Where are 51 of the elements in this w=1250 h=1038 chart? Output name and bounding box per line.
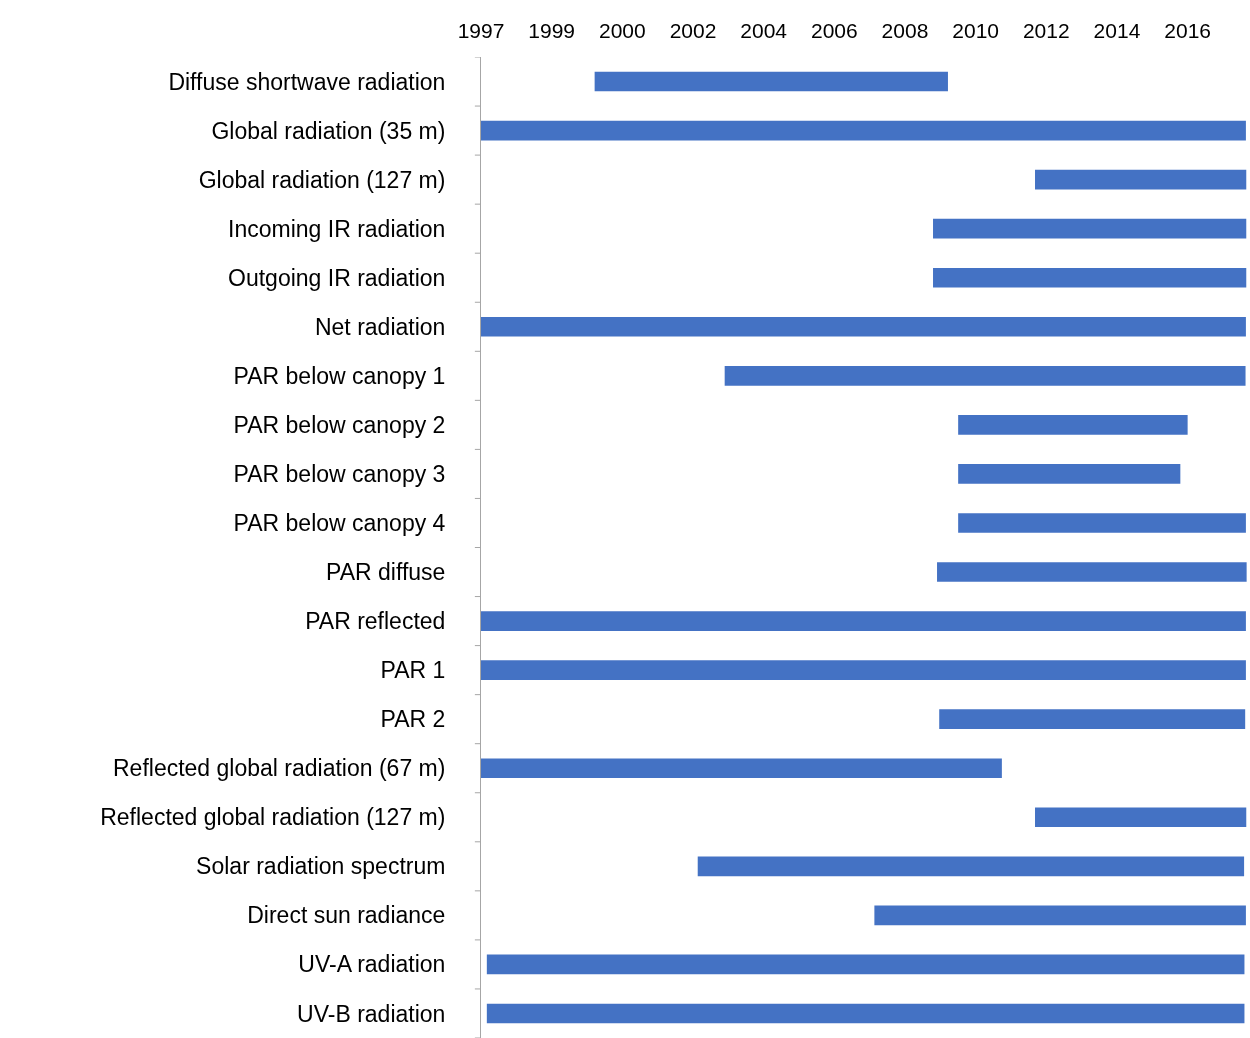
- bar: [1035, 807, 1247, 828]
- bar: [933, 267, 1247, 288]
- bar: [933, 218, 1247, 239]
- bar: [481, 758, 1002, 779]
- y-tick-label: UV-A radiation: [298, 951, 446, 978]
- y-tick-label: Outgoing IR radiation: [228, 264, 446, 291]
- bar: [481, 120, 1246, 141]
- y-tick-label: Direct sun radiance: [247, 902, 446, 929]
- x-tick-label: 2008: [881, 18, 929, 42]
- x-tick-label: 2000: [598, 18, 646, 42]
- bar: [958, 513, 1246, 533]
- y-tick-label: Incoming IR radiation: [228, 215, 446, 242]
- y-tick-label: UV-B radiation: [297, 1000, 446, 1027]
- y-tick-label: Reflected global radiation (67 m): [112, 755, 446, 782]
- bar: [486, 1003, 1245, 1024]
- bar: [958, 415, 1188, 435]
- y-tick-label: Reflected global radiation (127 m): [100, 804, 446, 831]
- bar: [594, 71, 948, 92]
- bar: [937, 562, 1247, 582]
- bar: [481, 611, 1246, 631]
- bar: [481, 660, 1246, 680]
- y-tick-label: PAR below canopy 1: [233, 362, 446, 389]
- x-tick-label: 2012: [1022, 18, 1070, 42]
- x-tick-label: 1999: [528, 18, 576, 42]
- bar: [874, 905, 1246, 926]
- bar: [958, 464, 1181, 484]
- y-tick-label: PAR 1: [380, 657, 446, 684]
- y-tick-label: PAR below canopy 3: [233, 460, 446, 487]
- y-tick-label: PAR below canopy 4: [233, 510, 446, 537]
- bar: [939, 709, 1246, 729]
- y-tick-label: PAR below canopy 2: [233, 411, 446, 438]
- y-tick-label: PAR diffuse: [326, 559, 446, 586]
- x-tick-label: 2014: [1093, 18, 1141, 42]
- y-tick-label: Diffuse shortwave radiation: [168, 68, 446, 95]
- x-tick-label: 2016: [1164, 18, 1211, 42]
- x-tick-label: 2002: [669, 18, 717, 42]
- y-tick-label: Net radiation: [314, 313, 446, 340]
- y-tick-label: PAR reflected: [305, 608, 446, 635]
- x-tick-label: 2006: [810, 18, 858, 42]
- y-tick-label: Global radiation (127 m): [198, 166, 446, 193]
- bar: [724, 366, 1246, 386]
- y-tick-label: Global radiation (35 m): [211, 117, 446, 144]
- y-tick-label: Solar radiation spectrum: [196, 853, 446, 880]
- bar: [481, 316, 1246, 337]
- bar: [697, 856, 1245, 877]
- x-tick-label: 2004: [740, 18, 788, 42]
- bar: [486, 954, 1245, 975]
- y-tick-label: PAR 2: [380, 706, 446, 733]
- bar: [1035, 169, 1247, 190]
- x-tick-label: 1997: [457, 18, 505, 42]
- x-tick-label: 2010: [952, 18, 999, 42]
